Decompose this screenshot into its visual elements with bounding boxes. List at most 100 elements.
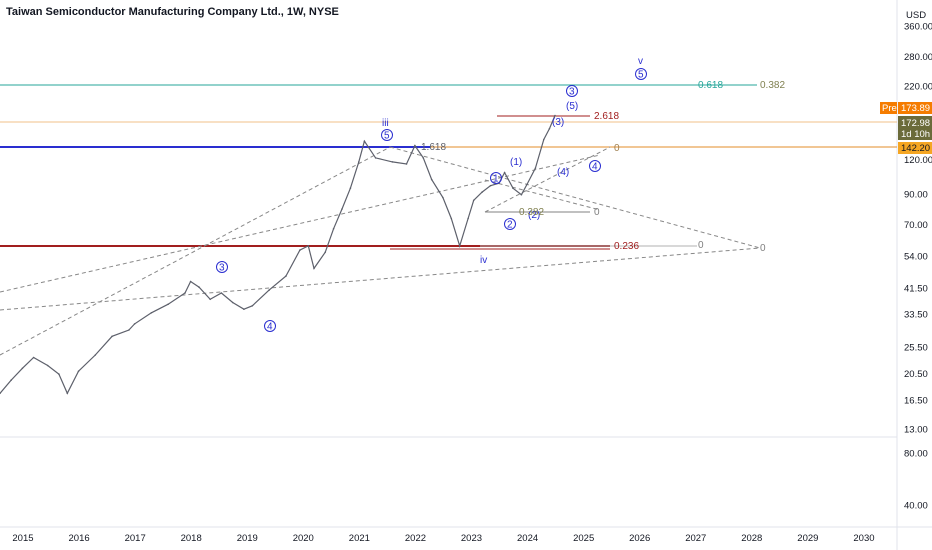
price-point [66, 392, 69, 395]
trend-lines [0, 146, 761, 356]
price-point [458, 245, 461, 247]
price-point [543, 138, 545, 141]
price-point [442, 196, 444, 199]
chart-title: Taiwan Semiconductor Manufacturing Compa… [6, 6, 339, 18]
price-point [268, 289, 270, 291]
price-tick-label: 33.50 [904, 310, 928, 321]
price-tick-label: 41.50 [904, 284, 928, 295]
price-point [209, 298, 211, 301]
svg-text:3: 3 [219, 263, 225, 274]
level-price-badge[interactable]: 142.20 [898, 142, 932, 154]
price-point [21, 367, 24, 370]
price-series-line[interactable] [0, 115, 556, 395]
currency-label[interactable]: USD [906, 10, 926, 21]
paren-label-4[interactable]: (4) [557, 167, 569, 178]
price-point [58, 373, 60, 375]
fib-label-0382-alt[interactable]: 0.382 [519, 207, 544, 218]
svg-text:Pre: Pre [882, 103, 897, 114]
price-point [32, 356, 35, 359]
price-point [231, 301, 234, 304]
price-point [526, 183, 528, 186]
price-point [10, 379, 12, 381]
year-tick-label: 2028 [741, 533, 762, 544]
price-tick-label: 280.00 [904, 52, 932, 63]
fib-label-0382[interactable]: 0.382 [760, 80, 785, 91]
price-point [46, 364, 49, 367]
lower-pane-tick-label: 40.00 [904, 501, 928, 512]
price-point [251, 305, 254, 307]
last-price-badge[interactable]: 172.98 1d 10h [898, 116, 932, 140]
year-tick-label: 2021 [349, 533, 370, 544]
circle-label-5-top[interactable]: 5 [635, 68, 647, 81]
price-point [374, 157, 377, 159]
year-tick-label: 2020 [293, 533, 314, 544]
fib-label-2618[interactable]: 2.618 [594, 111, 619, 122]
year-tick-label: 2030 [853, 533, 874, 544]
price-point [198, 286, 200, 288]
fib-label-0-mid[interactable]: 0 [594, 207, 600, 218]
wave-label-v[interactable]: v [638, 56, 643, 67]
fib-label-0618[interactable]: 0.618 [698, 80, 723, 91]
price-point [150, 312, 153, 314]
price-tick-label: 70.00 [904, 220, 928, 231]
circle-label-4-left[interactable]: 4 [264, 320, 276, 333]
svg-text:1d 10h: 1d 10h [901, 129, 930, 140]
fib-label-0-gray[interactable]: 0 [698, 240, 704, 251]
price-point [481, 191, 483, 193]
fib-label-0-level[interactable]: 0 [614, 143, 620, 154]
year-tick-label: 2025 [573, 533, 594, 544]
price-point [220, 292, 223, 294]
price-point [489, 184, 492, 187]
price-tick-label: 16.50 [904, 395, 928, 406]
year-tick-label: 2029 [797, 533, 818, 544]
svg-text:4: 4 [592, 162, 598, 173]
circle-label-4-right[interactable]: 4 [589, 160, 601, 173]
wave-label-iii[interactable]: iii [382, 118, 389, 129]
price-point [243, 308, 245, 311]
price-point [405, 163, 408, 165]
price-point [430, 178, 433, 181]
year-tick-label: 2023 [461, 533, 482, 544]
paren-label-1[interactable]: (1) [510, 157, 522, 168]
price-point [467, 217, 469, 220]
price-point [414, 144, 416, 147]
price-point [363, 140, 366, 142]
price-axis[interactable]: 360.00280.00220.00160.00120.0090.0070.00… [904, 22, 932, 436]
paren-label-2[interactable]: (2) [528, 210, 540, 221]
circle-label-3-left[interactable]: 3 [216, 261, 228, 274]
fib-label-0-far[interactable]: 0 [760, 243, 766, 254]
circle-label-1[interactable]: 1 [490, 172, 502, 185]
lower-pane-tick-label: 80.00 [904, 449, 928, 460]
price-tick-label: 54.00 [904, 252, 928, 263]
price-point [450, 217, 453, 220]
price-point [307, 245, 310, 247]
circle-label-2[interactable]: 2 [504, 218, 516, 231]
price-point [341, 208, 343, 210]
svg-text:5: 5 [638, 70, 644, 81]
pre-market-badge[interactable]: Pre 173.89 [880, 102, 932, 114]
year-tick-label: 2019 [237, 533, 258, 544]
price-point [324, 251, 327, 254]
price-point [503, 171, 506, 174]
price-point [422, 157, 425, 159]
paren-label-3[interactable]: (3) [552, 117, 564, 128]
price-point [349, 187, 352, 189]
circle-label-3-top[interactable]: 3 [566, 85, 578, 98]
year-tick-label: 2027 [685, 533, 706, 544]
wave-label-iv[interactable]: iv [480, 255, 487, 266]
fib-label-1618[interactable]: 1.618 [421, 142, 446, 153]
paren-label-5[interactable]: (5) [566, 101, 578, 112]
price-tick-label: 220.00 [904, 81, 932, 92]
circle-label-5-mid[interactable]: 5 [381, 129, 393, 142]
svg-text:2: 2 [507, 220, 513, 231]
lower-pane-axis[interactable]: 80.00 40.00 [904, 449, 928, 512]
time-axis[interactable]: 2015 2016 2017 2018 2019 2020 2021 2022 2023 2024… [12, 533, 874, 544]
price-point [391, 161, 394, 163]
price-tick-label: 360.00 [904, 22, 932, 33]
price-point [313, 267, 315, 270]
svg-text:5: 5 [384, 131, 390, 142]
price-point [512, 187, 514, 189]
fib-label-0236[interactable]: 0.236 [614, 241, 639, 252]
price-point [128, 329, 130, 331]
